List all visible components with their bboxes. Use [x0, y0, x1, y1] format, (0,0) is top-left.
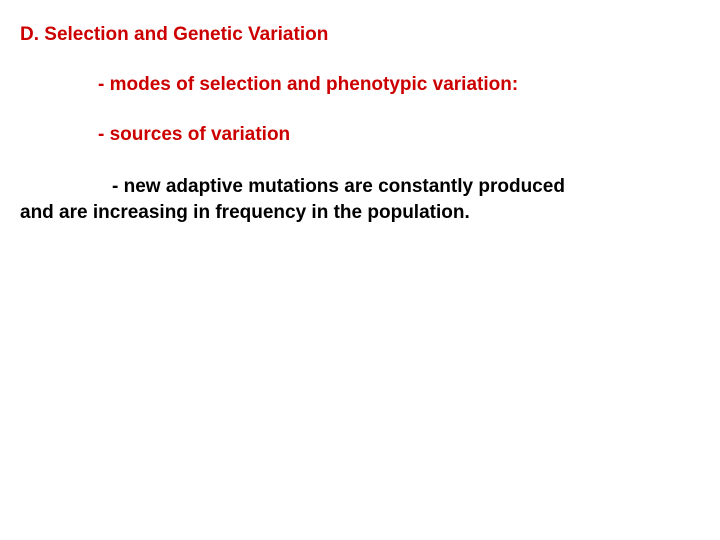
sub-item-sources: - sources of variation [98, 124, 700, 146]
detail-line-1: - new adaptive mutations are constantly … [112, 176, 565, 197]
detail-line-2: and are increasing in frequency in the p… [20, 202, 470, 223]
detail-text: - new adaptive mutations are constantly … [20, 174, 700, 225]
sub-item-modes: - modes of selection and phenotypic vari… [98, 74, 700, 96]
section-heading: D. Selection and Genetic Variation [20, 24, 700, 46]
